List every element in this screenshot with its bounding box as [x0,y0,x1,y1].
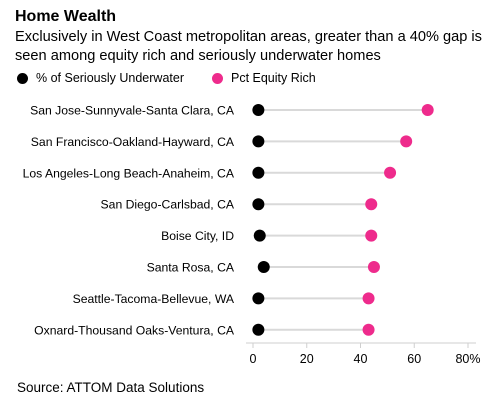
legend: % of Seriously Underwater Pct Equity Ric… [17,71,344,85]
underwater-dot [252,323,265,336]
underwater-dot [252,104,265,116]
legend-label-equity-rich: Pct Equity Rich [230,71,316,85]
equity-rich-dot [365,229,378,242]
underwater-dot [252,292,265,305]
legend-item-equity-rich: Pct Equity Rich [211,71,316,85]
underwater-dot [257,261,270,273]
underwater-dot [252,135,265,148]
underwater-dot [252,166,265,179]
underwater-dot [253,229,266,242]
equity-rich-dot [367,261,380,273]
category-label: Santa Rosa, CA [147,261,235,275]
source-note: Source: ATTOM Data Solutions [17,380,205,395]
category-label: San Jose-Sunnyvale-Santa Clara, CA [30,104,235,118]
legend-item-underwater: % of Seriously Underwater [17,71,184,85]
equity-rich-dot [365,198,378,211]
equity-rich-dot [384,166,397,179]
equity-rich-dot [362,292,375,305]
x-tick-label: 80% [455,352,480,366]
equity-rich-dot [362,323,375,336]
chart-subtitle: Exclusively in West Coast metropolitan a… [15,29,482,64]
x-tick-label: 20 [300,352,314,366]
category-label: Oxnard-Thousand Oaks-Ventura, CA [34,323,235,337]
chart-title: Home Wealth [15,8,117,25]
x-tick-label: 0 [250,352,257,366]
equity-rich-dot [400,135,413,148]
legend-marker-underwater [17,72,28,84]
category-label: Seattle-Tacoma-Bellevue, WA [73,292,235,306]
x-tick-label: 60 [407,352,421,366]
category-label: Los Angeles-Long Beach-Anaheim, CA [23,166,235,180]
category-label: San Diego-Carlsbad, CA [101,198,235,212]
category-label: Boise City, ID [161,229,234,243]
underwater-dot [252,198,265,211]
legend-marker-equity-rich [211,72,223,84]
x-tick-label: 40 [354,352,368,366]
category-label: San Francisco-Oakland-Hayward, CA [31,135,235,149]
legend-label-underwater: % of Seriously Underwater [36,71,184,85]
equity-rich-dot [421,104,434,116]
